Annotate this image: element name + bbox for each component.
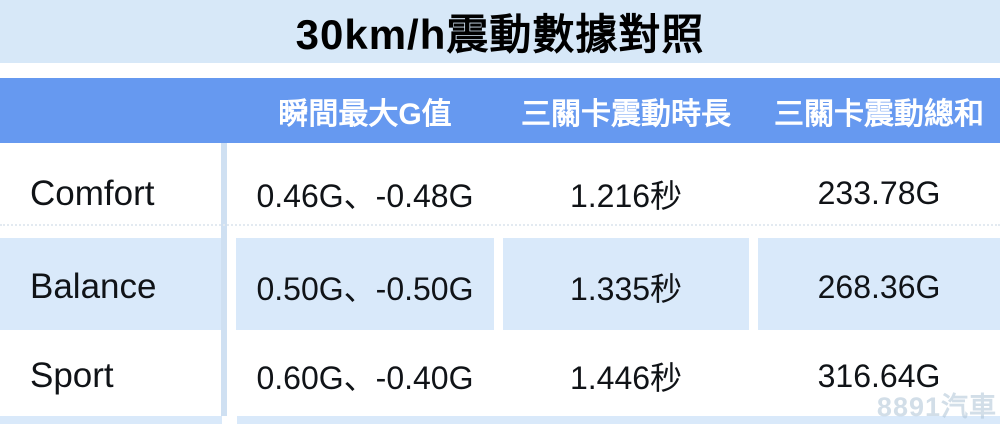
vibration-total-value: 268.36G (758, 238, 1000, 330)
table-header-row: 瞬間最大G值 三關卡震動時長 三關卡震動總和 (0, 78, 1000, 143)
bottom-strip-left (0, 416, 222, 424)
vibration-duration-value: 1.446秒 (569, 360, 683, 396)
instant-max-g-value: 0.46G、-0.48G (256, 177, 474, 214)
mode-label: Comfort (30, 173, 155, 213)
vibration-total-value: 316.64G (817, 357, 941, 394)
mode-label: Sport (30, 356, 114, 395)
instant-max-g-value: 0.60G、-0.40G (256, 360, 474, 396)
page-title: 30km/h震動數據對照 (295, 11, 705, 58)
column-divider-line (221, 143, 227, 416)
vibration-total-value: 233.78G (817, 175, 941, 211)
column-header-vibration-duration: 三關卡震動時長 (521, 97, 731, 131)
mode-label: Balance (0, 238, 222, 330)
title-band: 30km/h震動數據對照 (0, 0, 1000, 63)
instant-max-g-value: 0.50G、-0.50G (236, 238, 494, 330)
watermark: 8891汽車 (876, 392, 997, 422)
column-header-vibration-total: 三關卡震動總和 (774, 97, 984, 131)
row-separator-dotted (0, 224, 1000, 226)
table-row-comfort: Comfort 0.46G、-0.48G 1.216秒 233.78G (0, 143, 1000, 238)
vibration-duration-value: 1.216秒 (569, 177, 683, 214)
vibration-duration-value: 1.335秒 (503, 238, 749, 330)
bottom-strip-right (237, 416, 1000, 424)
table-row-balance: Balance 0.50G、-0.50G 1.335秒 268.36G (0, 238, 1000, 330)
column-header-instant-max-g: 瞬間最大G值 (278, 97, 452, 131)
table-row-sport: Sport 0.60G、-0.40G 1.446秒 316.64G (0, 330, 1000, 416)
